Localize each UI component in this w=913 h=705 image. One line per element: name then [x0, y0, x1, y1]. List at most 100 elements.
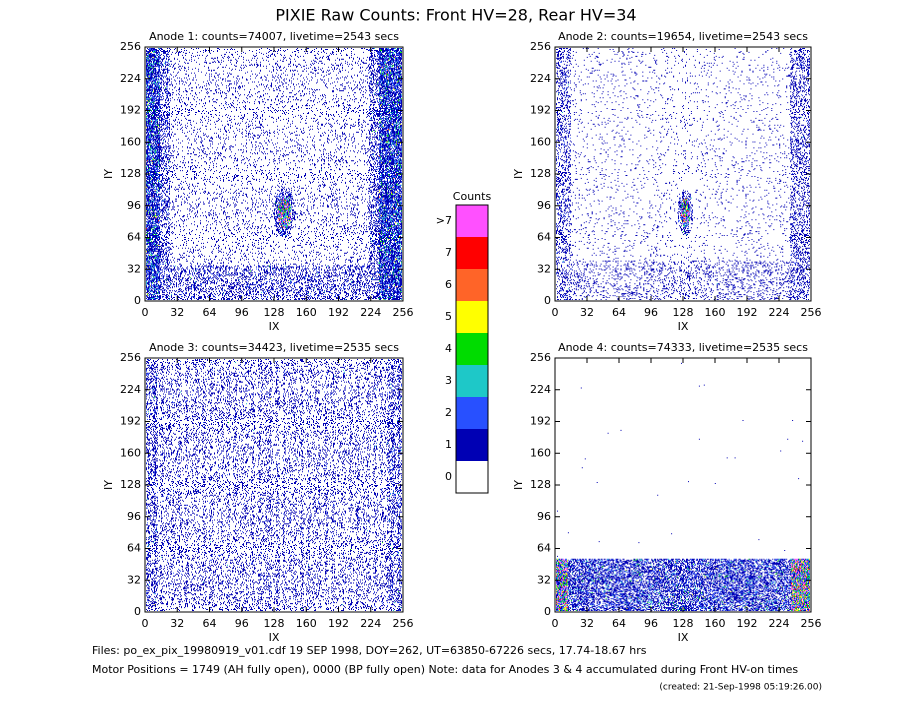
- panel-title: Anode 3: counts=34423, livetime=2535 sec…: [149, 341, 399, 354]
- speckle-texture: [146, 48, 402, 300]
- x-axis-label: IX: [269, 631, 280, 644]
- footer-line: Files: po_ex_pix_19980919_v01.cdf 19 SEP…: [92, 644, 647, 657]
- speckle-texture: [556, 362, 810, 611]
- y-tick-label: 192: [120, 104, 141, 117]
- x-tick-label: 160: [705, 617, 726, 630]
- x-tick-label: 32: [580, 306, 594, 319]
- x-tick-label: 128: [264, 617, 285, 630]
- y-tick-label: 256: [120, 40, 141, 53]
- panel: Anode 1: counts=74007, livetime=2543 sec…: [102, 30, 414, 333]
- panel-title: Anode 1: counts=74007, livetime=2543 sec…: [149, 30, 399, 43]
- speckle-texture: [154, 398, 399, 606]
- y-tick-label: 96: [127, 199, 141, 212]
- colorbar-label: 2: [445, 406, 452, 419]
- x-tick-label: 160: [296, 617, 317, 630]
- y-tick-label: 224: [120, 383, 141, 396]
- x-tick-label: 32: [170, 617, 184, 630]
- y-tick-label: 224: [120, 72, 141, 85]
- x-tick-label: 96: [235, 617, 249, 630]
- footer-line: Motor Positions = 1749 (AH fully open), …: [92, 663, 798, 676]
- x-tick-label: 128: [264, 306, 285, 319]
- colorbar-label: 3: [445, 374, 452, 387]
- y-tick-label: 192: [530, 415, 551, 428]
- x-tick-label: 224: [360, 617, 381, 630]
- y-tick-label: 160: [120, 446, 141, 459]
- panel-title: Anode 2: counts=19654, livetime=2543 sec…: [558, 30, 808, 43]
- x-axis-label: IX: [678, 631, 689, 644]
- x-tick-label: 256: [801, 617, 822, 630]
- x-tick-label: 0: [142, 617, 149, 630]
- colorbar-label: 6: [445, 278, 452, 291]
- speckle-texture: [556, 48, 810, 300]
- y-tick-label: 256: [530, 351, 551, 364]
- colorbar-frame: [455, 204, 489, 494]
- colorbar-swatch: [456, 429, 488, 461]
- x-tick-label: 160: [705, 306, 726, 319]
- y-tick-label: 256: [120, 351, 141, 364]
- x-tick-label: 256: [393, 617, 414, 630]
- colorbar-label: >7: [436, 214, 452, 227]
- page-title: PIXIE Raw Counts: Front HV=28, Rear HV=3…: [275, 6, 636, 25]
- colorbar-swatch: [456, 269, 488, 301]
- x-tick-label: 224: [769, 617, 790, 630]
- y-tick-label: 32: [127, 262, 141, 275]
- y-tick-label: 0: [544, 605, 551, 618]
- speckle-texture: [681, 201, 689, 218]
- y-tick-label: 32: [127, 573, 141, 586]
- x-tick-label: 224: [769, 306, 790, 319]
- y-tick-label: 96: [537, 199, 551, 212]
- y-tick-label: 160: [120, 135, 141, 148]
- y-tick-label: 64: [537, 542, 551, 555]
- y-tick-label: 0: [134, 294, 141, 307]
- colorbar-swatch: [456, 205, 488, 237]
- x-tick-label: 64: [203, 306, 217, 319]
- y-axis-label: IY: [512, 480, 525, 490]
- y-tick-label: 192: [530, 104, 551, 117]
- x-tick-label: 192: [737, 617, 758, 630]
- y-tick-label: 160: [530, 135, 551, 148]
- x-tick-label: 96: [235, 306, 249, 319]
- y-tick-label: 64: [127, 542, 141, 555]
- speckle-texture: [681, 200, 690, 225]
- y-tick-label: 32: [537, 573, 551, 586]
- colorbar-label: 1: [445, 438, 452, 451]
- colorbar-swatch: [456, 301, 488, 333]
- x-tick-label: 0: [552, 617, 559, 630]
- x-axis-label: IX: [678, 320, 689, 333]
- x-tick-label: 256: [393, 306, 414, 319]
- y-axis-label: IY: [102, 169, 115, 179]
- y-tick-label: 96: [537, 510, 551, 523]
- x-tick-label: 32: [580, 617, 594, 630]
- y-tick-label: 256: [530, 40, 551, 53]
- y-tick-label: 0: [134, 605, 141, 618]
- y-tick-label: 128: [530, 478, 551, 491]
- colorbar-label: 5: [445, 310, 452, 323]
- x-tick-label: 64: [203, 617, 217, 630]
- y-tick-label: 64: [537, 231, 551, 244]
- colorbar-swatch: [456, 461, 488, 493]
- speckle-texture: [556, 558, 810, 611]
- x-tick-label: 256: [801, 306, 822, 319]
- y-tick-label: 96: [127, 510, 141, 523]
- colorbar-swatch: [456, 397, 488, 429]
- y-tick-label: 160: [530, 446, 551, 459]
- speckle-texture: [683, 198, 688, 223]
- colorbar-label: 7: [445, 246, 452, 259]
- colorbar-title: Counts: [453, 190, 492, 203]
- y-axis-label: IY: [512, 169, 525, 179]
- colorbar-swatch: [456, 333, 488, 365]
- x-tick-label: 224: [360, 306, 381, 319]
- panel-title: Anode 4: counts=74333, livetime=2535 sec…: [558, 341, 808, 354]
- speckle-texture: [558, 84, 804, 290]
- x-tick-label: 128: [673, 306, 694, 319]
- panel: Anode 3: counts=34423, livetime=2535 sec…: [102, 341, 414, 644]
- speckle-texture: [146, 359, 402, 611]
- x-tick-label: 96: [644, 617, 658, 630]
- created-note: (created: 21-Sep-1998 05:19:26.00): [659, 683, 822, 693]
- y-tick-label: 224: [530, 383, 551, 396]
- speckle-texture: [681, 199, 690, 233]
- colorbar-label: 4: [445, 342, 452, 355]
- x-tick-label: 192: [328, 617, 349, 630]
- y-tick-label: 224: [530, 72, 551, 85]
